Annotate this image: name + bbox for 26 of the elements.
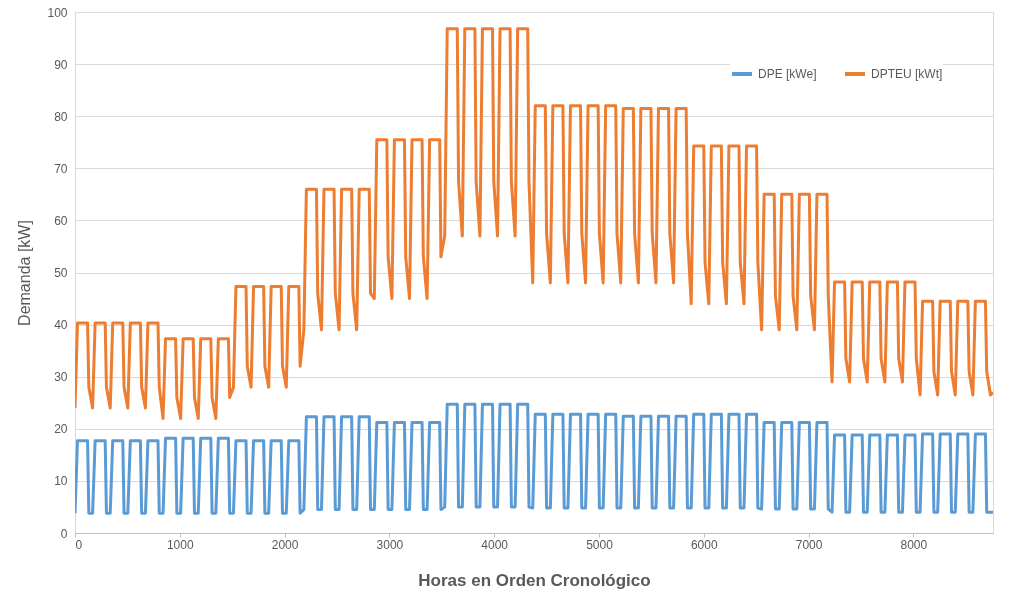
- y-axis-title: Demanda [kW]: [16, 220, 34, 326]
- x-tick-label: 6000: [690, 537, 718, 552]
- y-tick-label: 90: [54, 57, 68, 72]
- y-tick-label: 40: [54, 318, 68, 333]
- x-axis-title: Horas en Orden Cronológico: [418, 570, 651, 590]
- y-tick-label: 80: [54, 109, 68, 124]
- x-tick-label: 8000: [900, 537, 928, 552]
- x-tick-label: 5000: [586, 537, 614, 552]
- legend-label: DPTEU [kWt]: [871, 67, 943, 81]
- y-tick-label: 20: [54, 422, 68, 437]
- y-tick-label: 70: [54, 161, 68, 176]
- y-tick-label: 10: [54, 474, 68, 489]
- y-tick-label: 100: [47, 5, 68, 20]
- line-series: [75, 402, 993, 515]
- x-tick-label: 2000: [271, 537, 299, 552]
- y-tick-label: 50: [54, 266, 68, 280]
- x-tick-label: 1000: [166, 537, 194, 552]
- legend-label: DPE [kWe]: [758, 67, 817, 81]
- y-tick-label: 60: [54, 213, 68, 228]
- x-tick-label: 4000: [481, 537, 509, 552]
- y-tick-label: 0: [60, 526, 68, 541]
- x-tick-label: 3000: [376, 537, 404, 552]
- x-tick-label: 0: [75, 537, 83, 552]
- x-tick-label: 7000: [795, 537, 823, 552]
- line-series: [75, 27, 993, 420]
- y-tick-label: 30: [54, 370, 68, 385]
